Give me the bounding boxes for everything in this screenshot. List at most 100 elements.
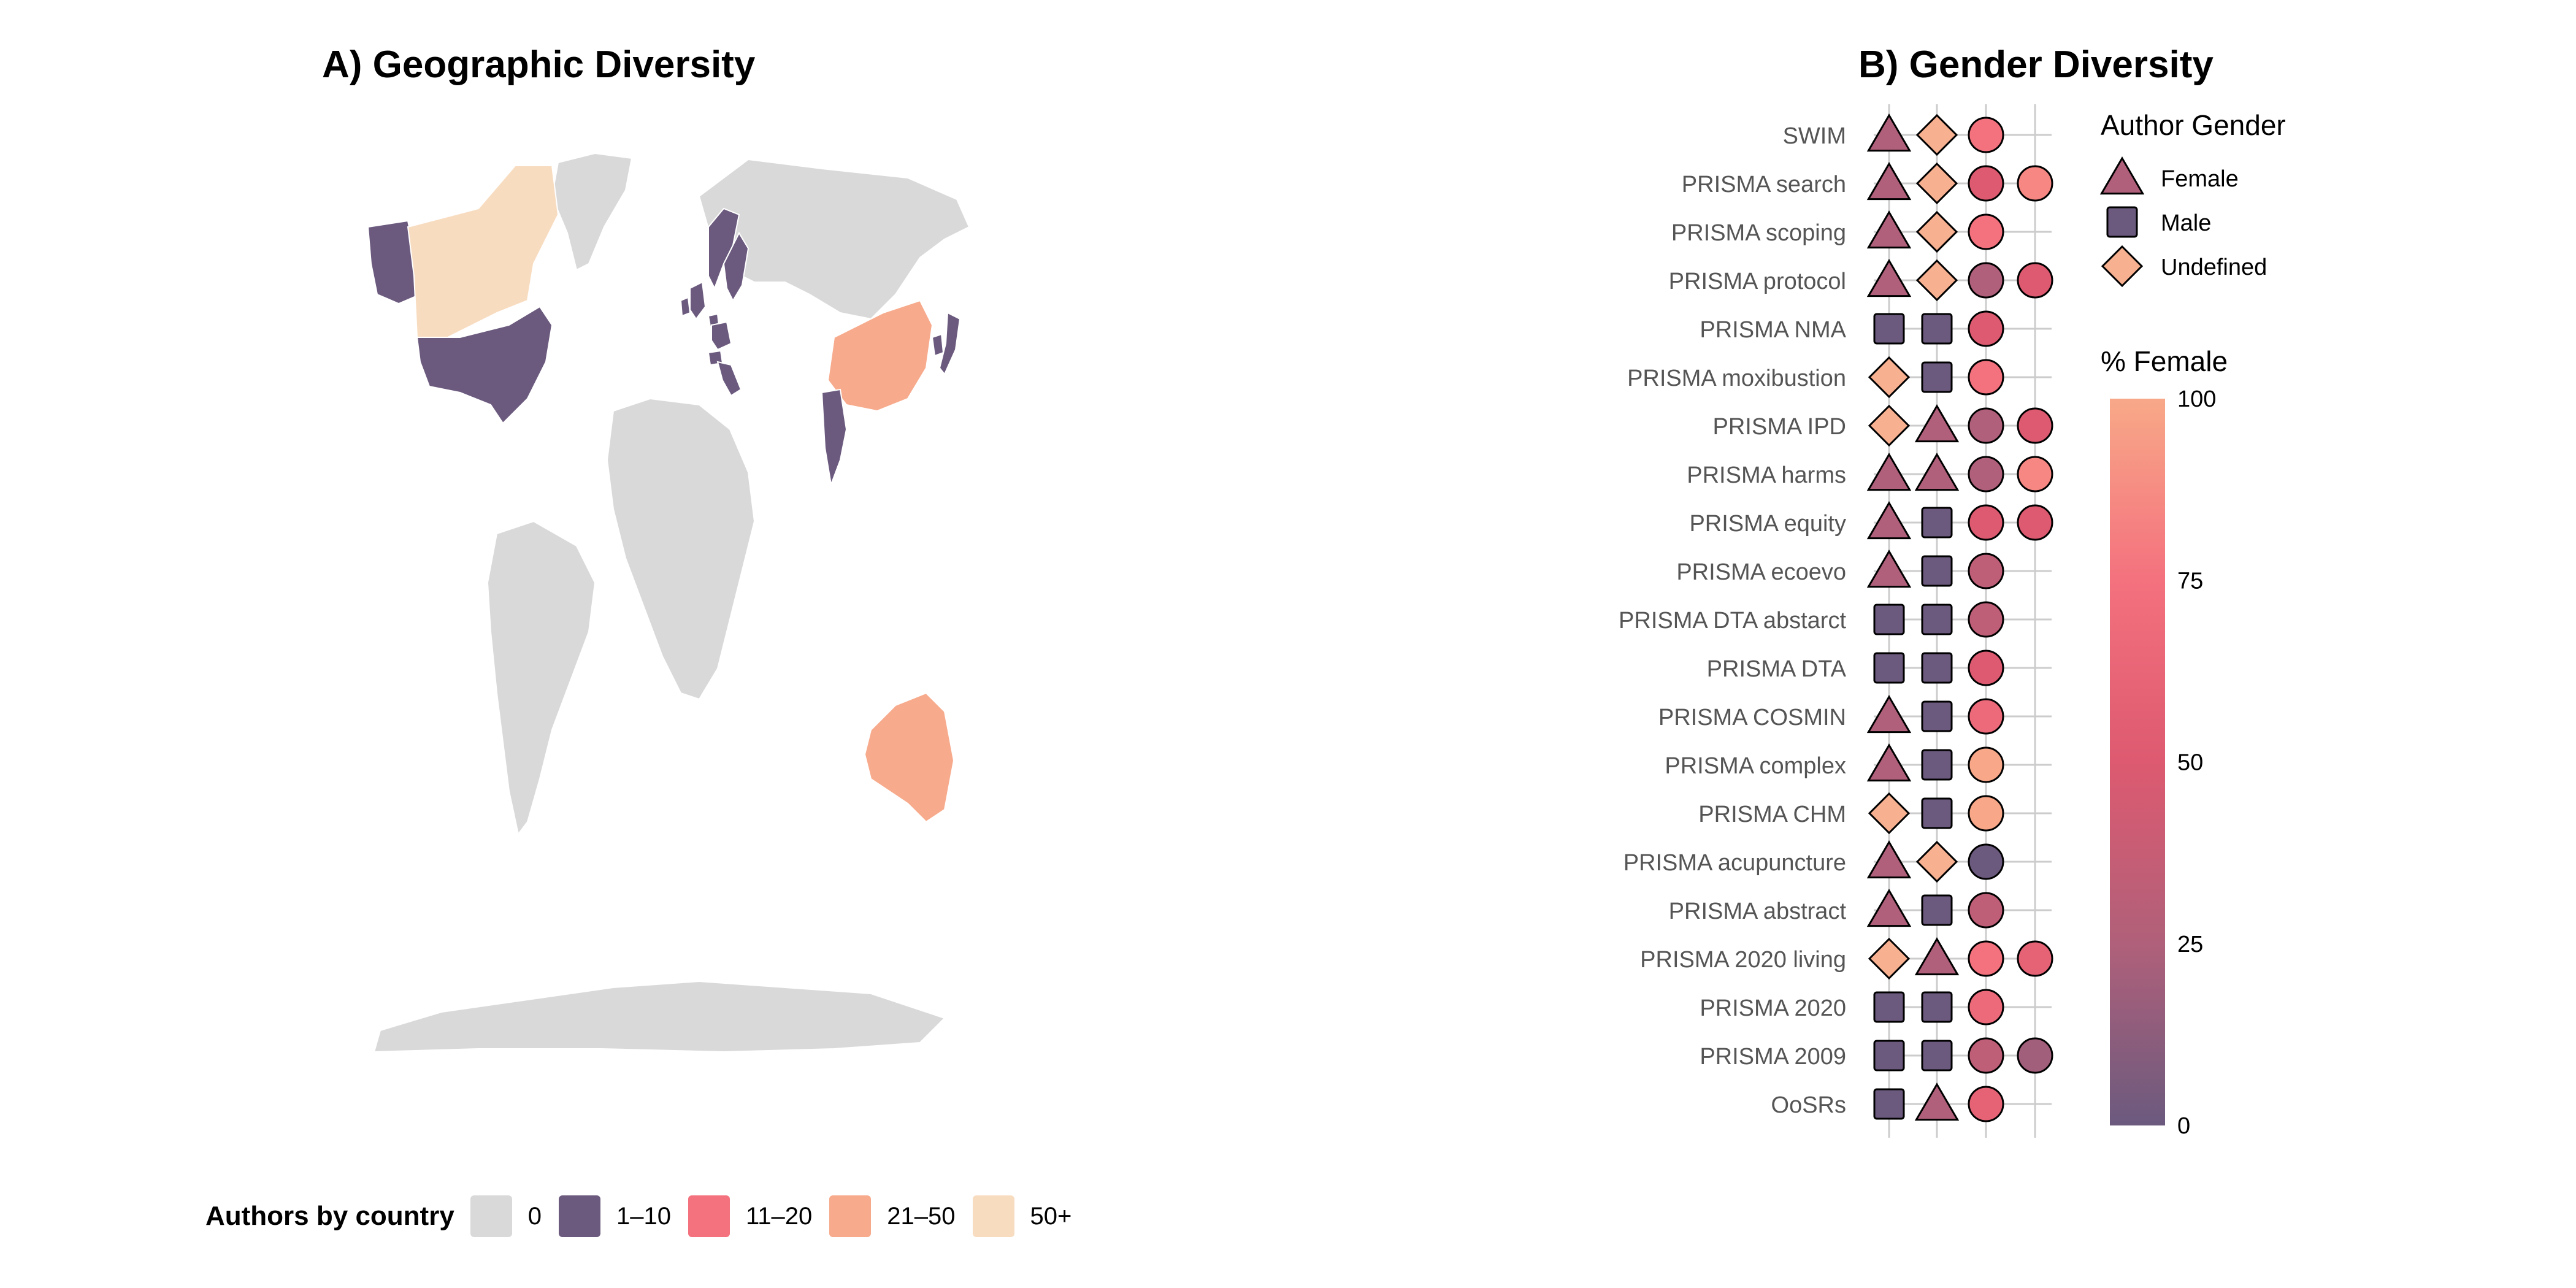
legend-label: 21–50 [887,1202,956,1230]
colorbar-tick-label: 25 [2177,932,2203,957]
row-label: PRISMA complex [1665,753,1846,779]
pct-female-point [1968,504,2004,541]
map-legend-title: Authors by country [205,1201,454,1231]
author-1-marker [1866,501,1912,540]
row-label: PRISMA DTA [1707,656,1847,682]
author-2-marker [1921,991,1953,1023]
pct-female-point [1968,117,2004,153]
country-myanmar [821,388,848,487]
map-legend-item: 1–10 [559,1195,671,1237]
row-label: PRISMA 2009 [1700,1044,1846,1070]
pct-female-point [2017,940,2053,977]
pct-female-point [1968,213,2004,250]
row-label: PRISMA IPD [1713,414,1847,440]
legend-swatch [829,1195,872,1237]
row-label: PRISMA scoping [1671,220,1846,246]
author-2-marker [1914,453,1960,491]
shape-legend-label: Female [2161,166,2239,192]
author-1-marker [1873,991,1905,1023]
map-legend-item: 21–50 [829,1195,956,1237]
legend-swatch [688,1195,730,1237]
map-legend-item: 50+ [972,1195,1071,1237]
colorbar-tick-label: 0 [2177,1113,2190,1139]
author-1-marker [1873,313,1905,345]
row-label: PRISMA equity [1689,511,1846,537]
country-alaska [367,220,421,305]
shape-legend-title: Author Gender [2101,109,2286,141]
legend-swatch [470,1195,512,1237]
row-label: PRISMA search [1682,172,1846,197]
colorbar [2110,399,2165,1125]
pct-female-point [1968,553,2004,589]
author-1-marker [1873,652,1905,684]
country-china [827,299,933,412]
author-1-marker [1868,792,1911,835]
row-label: PRISMA 2020 living [1640,947,1846,973]
row-label: OoSRs [1771,1092,1846,1118]
pct-female-point [1968,989,2004,1025]
pct-female-point [1968,940,2004,977]
colorbar-tick-label: 50 [2177,750,2203,776]
row-label: SWIM [1783,123,1846,149]
shape-legend-label: Undefined [2161,255,2267,280]
author-1-marker [1866,162,1912,201]
colorbar-tick-label: 75 [2177,568,2203,594]
row-label: PRISMA NMA [1700,317,1846,343]
row-label: PRISMA harms [1687,462,1846,488]
country-germany [711,321,732,351]
author-2-marker [1915,840,1958,883]
country-australia [864,692,955,823]
author-2-marker [1915,162,1958,205]
pct-female-point [2017,456,2053,493]
author-1-marker [1866,889,1912,927]
pct-female-point [1968,407,2004,444]
author-1-marker [1866,840,1912,879]
legend-swatch [559,1195,601,1237]
row-label: PRISMA DTA abstarct [1619,608,1846,634]
row-label: PRISMA protocol [1669,269,1846,294]
colorbar-tick-label: 100 [2177,386,2216,412]
country-africa [606,397,756,700]
row-label: PRISMA acupuncture [1623,850,1846,876]
map-legend: Authors by country 0 1–10 11–20 21–50 50+ [205,1193,1089,1240]
author-1-marker [1866,210,1912,249]
country-italy [716,361,742,397]
pct-female-point [1968,1037,2004,1074]
map-legend-item: 0 [470,1195,542,1237]
legend-swatch [972,1195,1014,1237]
panel-a-title: A) Geographic Diversity [322,44,756,86]
pct-female-point [1968,262,2004,299]
author-2-marker [1914,404,1960,443]
author-2-marker [1921,555,1953,587]
author-2-marker [1921,1040,1953,1071]
pct-female-point [1968,698,2004,735]
square-icon [2106,206,2138,238]
row-label: PRISMA CHM [1698,802,1846,827]
author-1-marker [1866,695,1912,734]
country-japan [938,312,961,375]
author-1-marker [1873,1040,1905,1071]
pct-female-point [1968,456,2004,493]
author-1-marker [1868,937,1911,980]
legend-label: 1–10 [616,1202,672,1230]
pct-female-point [1968,359,2004,396]
author-1-marker [1873,1088,1905,1120]
pct-female-point [2017,407,2053,444]
legend-label: 11–20 [746,1202,813,1230]
author-1-marker [1868,404,1911,447]
shape-legend-label: Male [2161,210,2211,236]
author-1-marker [1873,604,1905,635]
row-label: PRISMA moxibustion [1627,366,1846,391]
author-2-marker [1914,1083,1960,1121]
pct-female-point [2017,504,2053,541]
row-label: PRISMA COSMIN [1658,705,1846,730]
pct-female-point [1968,795,2004,832]
author-2-marker [1921,894,1953,926]
diamond-icon [2101,245,2144,288]
panel-b-title: B) Gender Diversity [1858,44,2214,86]
pct-female-point [2017,1037,2053,1074]
row-label: PRISMA abstract [1669,899,1847,924]
country-antarctica [373,980,946,1053]
pct-female-point [1968,310,2004,347]
country-russia [698,158,970,320]
